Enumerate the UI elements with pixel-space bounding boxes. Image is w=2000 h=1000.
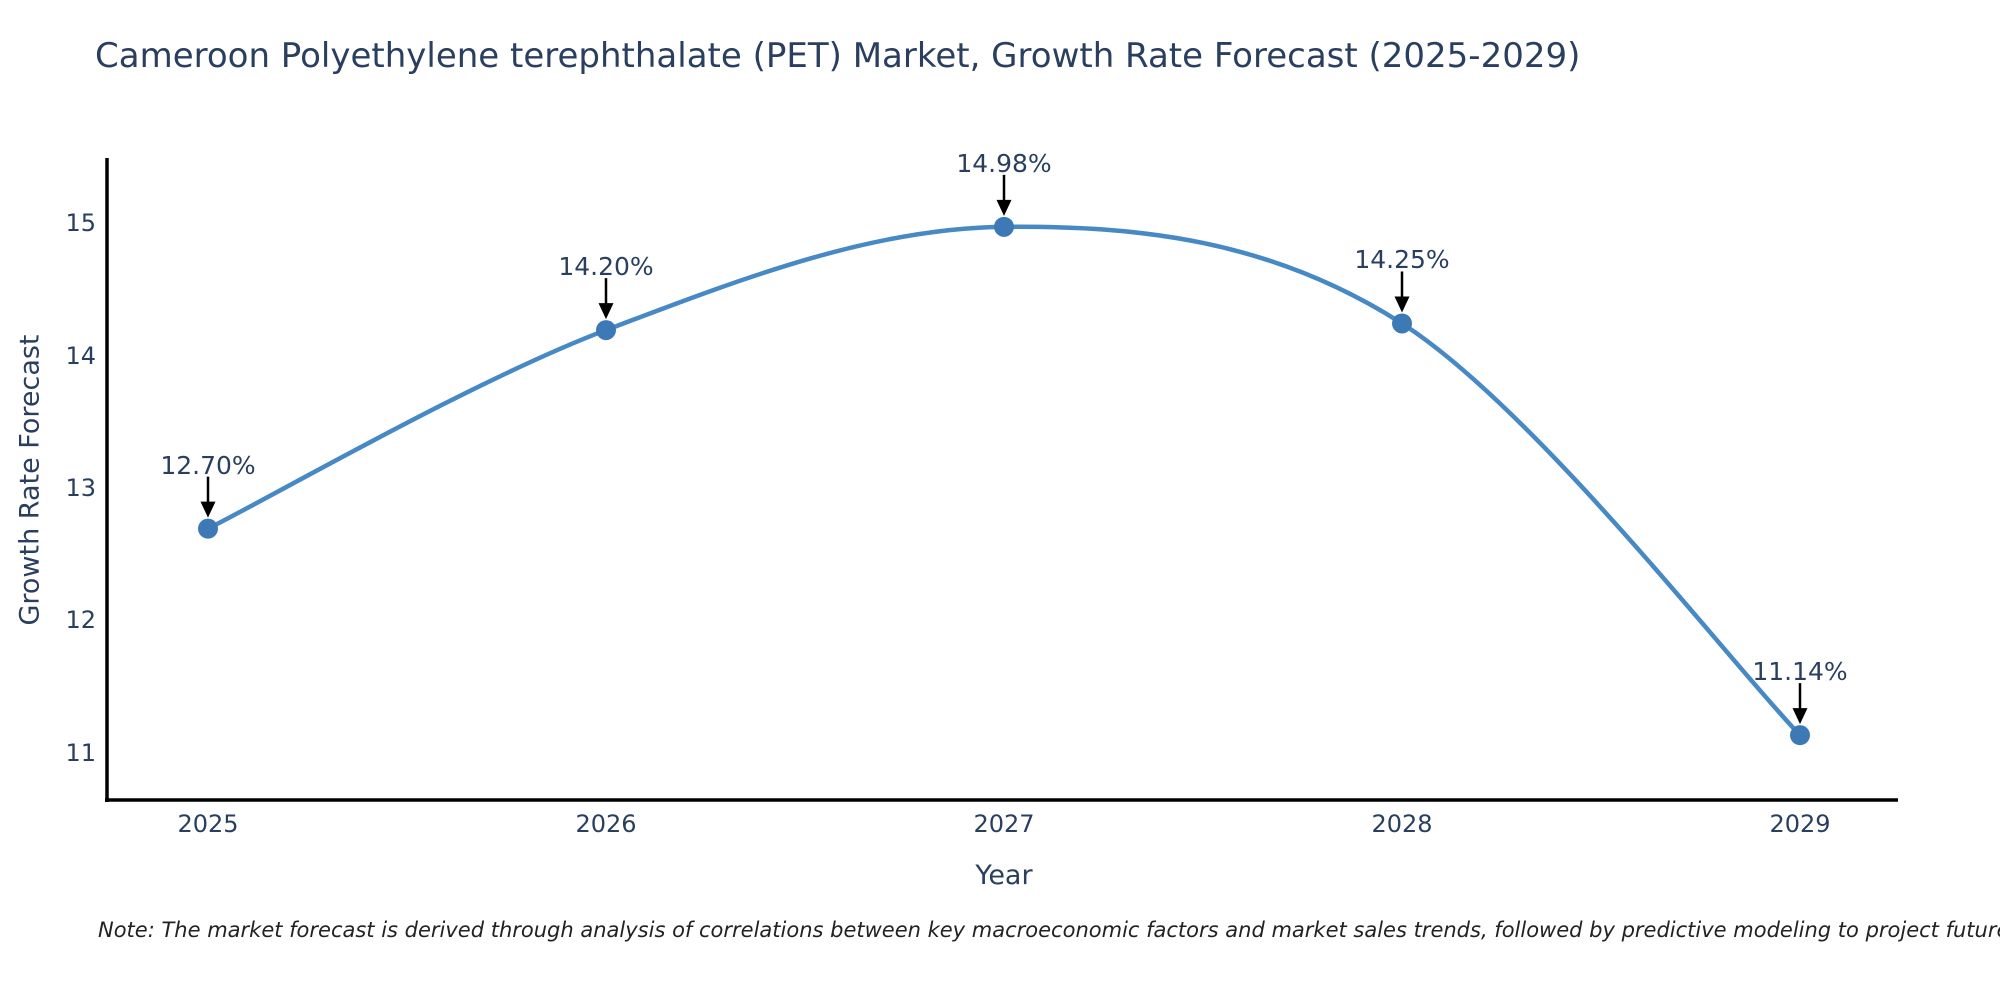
annotation-arrow-head: [200, 501, 216, 518]
y-tick-label: 14: [65, 341, 96, 370]
data-point-marker: [198, 518, 218, 539]
data-point-label: 14.25%: [1354, 245, 1450, 275]
chart-title: Cameroon Polyethylene terephthalate (PET…: [95, 36, 1581, 76]
x-tick-label: 2025: [177, 810, 239, 838]
y-tick-label: 11: [65, 738, 96, 767]
annotation-arrow-head: [1394, 296, 1410, 313]
y-tick-label: 12: [65, 606, 96, 635]
data-point-label: 12.70%: [160, 450, 256, 480]
data-point-marker: [596, 320, 616, 341]
data-point-marker: [994, 216, 1014, 237]
data-point-marker: [1790, 725, 1810, 746]
y-tick-label: 15: [65, 209, 96, 238]
annotation-arrow-head: [598, 303, 614, 320]
forecast-line: [206, 224, 1802, 737]
data-point-label: 14.20%: [558, 252, 654, 282]
x-tick-label: 2026: [575, 810, 637, 838]
annotation-arrow-head: [996, 199, 1012, 216]
note-text: Note: The market forecast is derived thr…: [98, 918, 2000, 942]
data-point-marker: [1392, 313, 1412, 334]
x-tick-label: 2029: [1769, 810, 1831, 838]
annotation-arrow-head: [1792, 708, 1808, 725]
x-tick-label: 2027: [973, 810, 1035, 838]
y-tick-label: 13: [65, 473, 96, 502]
x-tick-label: 2028: [1371, 810, 1433, 838]
data-point-label: 14.98%: [956, 148, 1052, 178]
x-axis-title: Year: [975, 860, 1033, 891]
data-point-label: 11.14%: [1752, 657, 1848, 687]
